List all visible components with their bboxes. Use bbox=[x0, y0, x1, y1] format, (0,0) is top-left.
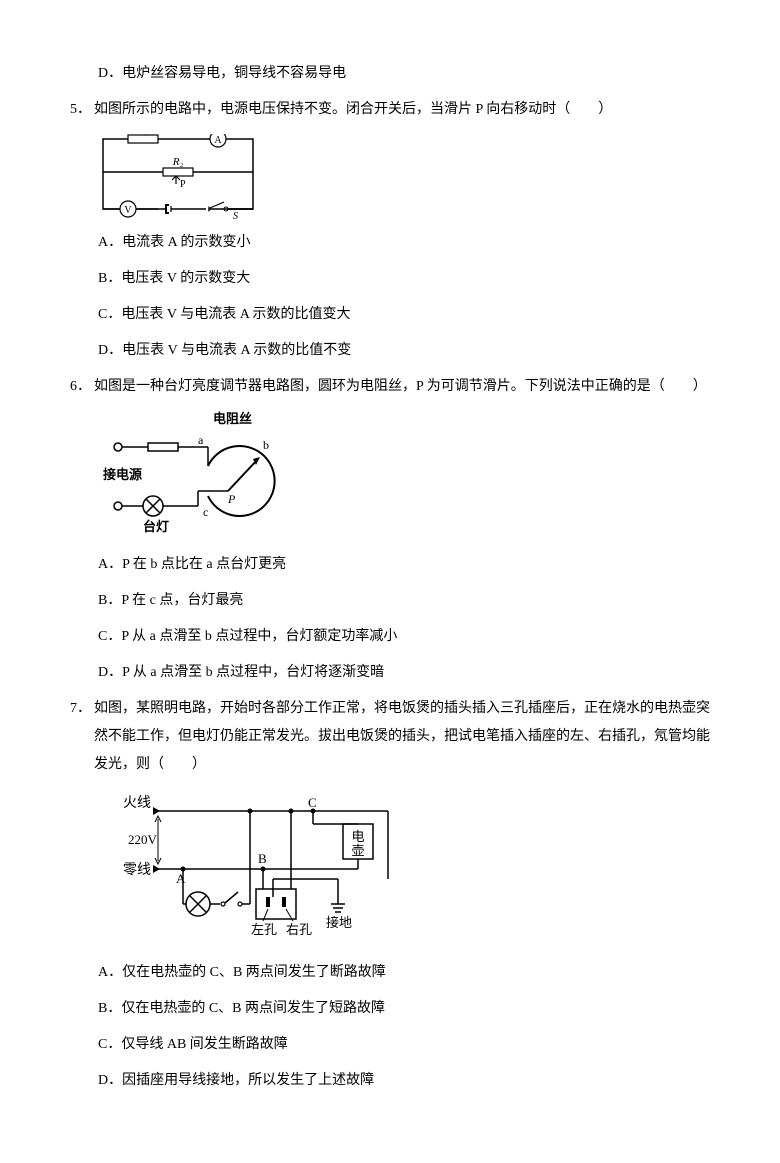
label-pb: B bbox=[258, 851, 267, 866]
label-a: A bbox=[214, 135, 222, 146]
label-b: b bbox=[263, 438, 269, 452]
label-right: 右孔 bbox=[286, 922, 312, 937]
q4-option-d: D．电炉丝容易导电，铜导线不容易导电 bbox=[98, 60, 710, 88]
label-pa: A bbox=[176, 871, 186, 886]
q5-option-c: C．电压表 V 与电流表 A 示数的比值变大 bbox=[98, 301, 710, 329]
label-pc: C bbox=[308, 795, 317, 810]
q6-option-a: A．P 在 b 点比在 a 点台灯更亮 bbox=[98, 551, 710, 579]
q5-option-b: B．电压表 V 的示数变大 bbox=[98, 265, 710, 293]
label-ground: 接地 bbox=[326, 915, 352, 930]
label-neutral: 零线 bbox=[123, 862, 151, 878]
q5-text: 如图所示的电路中，电源电压保持不变。闭合开关后，当滑片 P 向右移动时（ ） bbox=[94, 96, 710, 124]
label-v: V bbox=[124, 205, 132, 216]
q6-num: 6． bbox=[70, 373, 94, 401]
q7-option-b: B．仅在电热壶的 C、B 两点间发生了短路故障 bbox=[98, 995, 710, 1023]
label-voltage: 220V bbox=[128, 832, 158, 847]
q6-text: 如图是一种台灯亮度调节器电路图，圆环为电阻丝，P 为可调节滑片。下列说法中正确的… bbox=[94, 373, 710, 401]
q6-figure: 电阻丝 a b c 接电源 P 台灯 bbox=[98, 411, 710, 541]
q7: 7． 如图，某照明电路，开始时各部分工作正常，将电饭煲的插头插入三孔插座后，正在… bbox=[70, 695, 710, 779]
q7-option-d: D．因插座用导线接地，所以发生了上述故障 bbox=[98, 1067, 710, 1095]
q6-option-b: B．P 在 c 点，台灯最亮 bbox=[98, 587, 710, 615]
q5-option-d: D．电压表 V 与电流表 A 示数的比值不变 bbox=[98, 337, 710, 365]
q5: 5． 如图所示的电路中，电源电压保持不变。闭合开关后，当滑片 P 向右移动时（ … bbox=[70, 96, 710, 124]
q6-option-d: D．P 从 a 点滑至 b 点过程中，台灯将逐渐变暗 bbox=[98, 659, 710, 687]
q7-option-c: C．仅导线 AB 间发生断路故障 bbox=[98, 1031, 710, 1059]
label-source: 接电源 bbox=[103, 467, 142, 482]
label-kettle-1: 电 bbox=[351, 829, 364, 844]
q5-num: 5． bbox=[70, 96, 94, 124]
q5-figure: R₁ A R₂ P V S bbox=[98, 134, 710, 219]
label-c: c bbox=[203, 505, 208, 519]
q7-text: 如图，某照明电路，开始时各部分工作正常，将电饭煲的插头插入三孔插座后，正在烧水的… bbox=[94, 695, 710, 779]
q7-figure: 火线 零线 220V A B bbox=[98, 789, 710, 949]
label-s: S bbox=[233, 211, 238, 219]
label-kettle-2: 壶 bbox=[351, 843, 364, 858]
label-r1: R₁ bbox=[137, 134, 149, 136]
label-a: a bbox=[198, 433, 204, 447]
label-r2: R₂ bbox=[172, 156, 184, 168]
label-p2: P bbox=[227, 492, 236, 506]
label-live: 火线 bbox=[123, 795, 151, 811]
q5-option-a: A．电流表 A 的示数变小 bbox=[98, 229, 710, 257]
q6: 6． 如图是一种台灯亮度调节器电路图，圆环为电阻丝，P 为可调节滑片。下列说法中… bbox=[70, 373, 710, 401]
label-p: P bbox=[180, 179, 186, 190]
label-wire: 电阻丝 bbox=[213, 411, 252, 426]
label-lamp: 台灯 bbox=[143, 519, 169, 534]
q7-option-a: A．仅在电热壶的 C、B 两点间发生了断路故障 bbox=[98, 959, 710, 987]
q6-option-c: C．P 从 a 点滑至 b 点过程中，台灯额定功率减小 bbox=[98, 623, 710, 651]
q7-num: 7． bbox=[70, 695, 94, 779]
label-left: 左孔 bbox=[251, 922, 277, 937]
